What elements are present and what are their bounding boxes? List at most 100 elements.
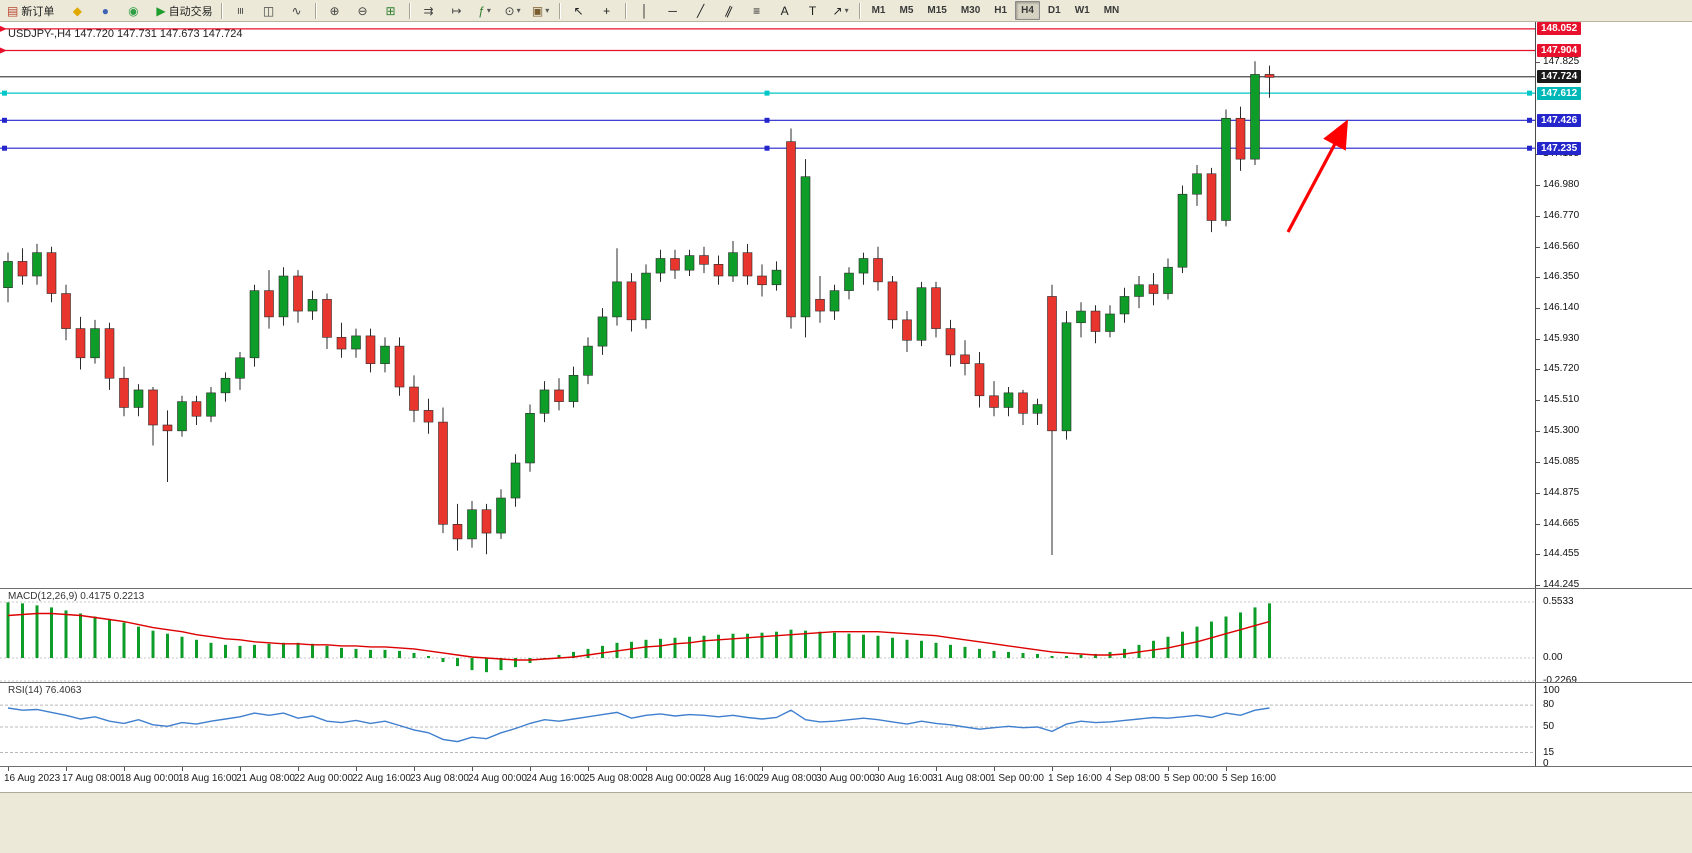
timeframe-button-d1[interactable]: D1	[1047, 5, 1061, 16]
timeframe-button-h1[interactable]: H1	[994, 5, 1008, 16]
price-tick: 144.665	[1543, 517, 1580, 529]
time-tick-mark	[124, 767, 125, 771]
periods-button[interactable]: ⊙ ▾	[500, 1, 526, 21]
axis-tick-mark	[1536, 369, 1540, 371]
trendline-button[interactable]: ╱	[688, 1, 714, 21]
time-label: 31 Aug 08:00	[932, 773, 991, 784]
hline-button[interactable]: ─	[660, 1, 686, 21]
time-tick-mark	[414, 767, 415, 771]
templates-button[interactable]: ▣ ▾	[528, 1, 554, 21]
timeframe-button-m1[interactable]: M1	[871, 5, 886, 16]
bar-chart-button[interactable]: ≡	[228, 1, 254, 21]
price-tick: 145.930	[1543, 332, 1580, 344]
macd-indicator-panel[interactable]	[0, 589, 1535, 682]
axis-tick-mark	[1536, 462, 1540, 464]
time-label: 5 Sep 16:00	[1222, 773, 1276, 784]
time-label: 17 Aug 08:00	[62, 773, 121, 784]
rsi-scale-tick: 0	[1543, 757, 1549, 769]
axis-tick-mark	[1536, 216, 1540, 218]
main-chart-area[interactable]	[0, 22, 1535, 588]
text-button[interactable]: A	[772, 1, 798, 21]
timeframe-button-h4[interactable]: H4	[1015, 1, 1040, 20]
shapes-button[interactable]: ↗ ▾	[828, 1, 854, 21]
time-tick-mark	[182, 767, 183, 771]
price-line-badge: 148.052	[1537, 22, 1582, 36]
horizontal-line-icon: ─	[668, 3, 677, 18]
auto-scroll-button[interactable]: ⇉	[416, 1, 442, 21]
vline-button[interactable]: │	[632, 1, 658, 21]
axis-tick-mark	[1536, 338, 1540, 340]
time-label: 18 Aug 16:00	[178, 773, 237, 784]
rsi-scale-tick: 15	[1543, 746, 1555, 758]
tile-windows-button[interactable]: ⊞	[378, 1, 404, 21]
timeframe-button-m15[interactable]: M15	[927, 5, 947, 16]
time-axis[interactable]: 16 Aug 2023 17 Aug 08:00 18 Aug 00:00 18 Au…	[0, 767, 1692, 792]
profile-icon: ●	[101, 3, 109, 18]
zoom-out-button[interactable]: ⊖	[350, 1, 376, 21]
community-button[interactable]: ◉	[120, 1, 146, 21]
price-tick: 144.245	[1543, 578, 1580, 590]
fibonacci-icon: ≡	[753, 3, 761, 18]
rsi-scale-tick: 80	[1543, 699, 1555, 711]
toolbar-separator	[408, 2, 411, 19]
time-label: 28 Aug 16:00	[700, 773, 759, 784]
macd-scale-tick: 0.00	[1543, 652, 1563, 663]
price-tick: 147.825	[1543, 56, 1580, 68]
profile-button[interactable]: ●	[92, 1, 118, 21]
price-tick: 146.140	[1543, 302, 1580, 314]
timeframe-button-m5[interactable]: M5	[899, 5, 914, 16]
timeframe-button-mn[interactable]: MN	[1103, 5, 1120, 16]
zoom-in-button[interactable]: ⊕	[322, 1, 348, 21]
line-chart-icon: ∿	[291, 3, 302, 18]
price-axis[interactable]: 147.825147.195146.980146.770146.560146.3…	[1535, 22, 1692, 769]
macd-plot	[0, 601, 1535, 682]
axis-tick-mark	[1536, 400, 1540, 402]
text-icon: A	[780, 3, 789, 18]
macd-scale-tick: -0.2269	[1543, 674, 1577, 686]
timeframe-button-m30[interactable]: M30	[960, 5, 981, 16]
chart-shift-button[interactable]: ↦	[444, 1, 470, 21]
axis-tick-mark	[1536, 277, 1540, 279]
rsi-indicator-panel[interactable]	[0, 683, 1535, 766]
toolbar-separator	[624, 2, 627, 19]
community-icon: ◉	[128, 3, 139, 18]
line-chart-button[interactable]: ∿	[284, 1, 310, 21]
rsi-scale-tick: 50	[1543, 721, 1555, 732]
time-label: 25 Aug 08:00	[584, 773, 643, 784]
crosshair-icon: +	[603, 3, 611, 18]
arrow-shapes-icon: ↗	[832, 3, 843, 18]
time-tick-mark	[472, 767, 473, 771]
axis-tick-mark	[1536, 62, 1540, 64]
timeframe-button-w1[interactable]: W1	[1074, 5, 1090, 16]
channel-button[interactable]: ∥	[716, 1, 742, 21]
time-label: 29 Aug 08:00	[758, 773, 817, 784]
cursor-button[interactable]: ↖	[566, 1, 592, 21]
macd-label: MACD(12,26,9) 0.4175 0.2213	[8, 591, 145, 602]
time-label: 1 Sep 00:00	[990, 773, 1044, 784]
axis-tick-mark	[1536, 584, 1540, 586]
fibonacci-button[interactable]: ≡	[744, 1, 770, 21]
macd-scale-tick: 0.5533	[1543, 596, 1574, 607]
label-button[interactable]: T	[800, 1, 826, 21]
time-tick-mark	[820, 767, 821, 771]
time-tick-mark	[646, 767, 647, 771]
order-ticket-icon: ▤	[7, 3, 19, 18]
new-order-button[interactable]: ▤ 新订单	[4, 1, 57, 21]
crosshair-button[interactable]: +	[594, 1, 620, 21]
price-tick: 146.560	[1543, 240, 1580, 252]
time-tick-mark	[878, 767, 879, 771]
price-line-badge: 147.235	[1537, 141, 1582, 155]
market-button[interactable]: ◆	[64, 1, 90, 21]
chart-symbol-ohlc-header: USDJPY-,H4 147.720 147.731 147.673 147.7…	[8, 28, 243, 40]
price-line-badge: 147.904	[1537, 43, 1582, 57]
rsi-label: RSI(14) 76.4063	[8, 685, 82, 696]
auto-trading-button[interactable]: ▶ 自动交易	[153, 1, 215, 21]
price-tick: 145.720	[1543, 363, 1580, 375]
panel-separator[interactable]	[0, 588, 1692, 589]
time-label: 23 Aug 08:00	[410, 773, 469, 784]
axis-tick-mark	[1536, 554, 1540, 556]
candlestick-chart-button[interactable]: ◫	[256, 1, 282, 21]
auto-trading-button-label: 自动交易	[168, 5, 213, 18]
indicators-button[interactable]: ƒ ▾	[472, 1, 498, 21]
panel-separator[interactable]	[0, 682, 1692, 683]
